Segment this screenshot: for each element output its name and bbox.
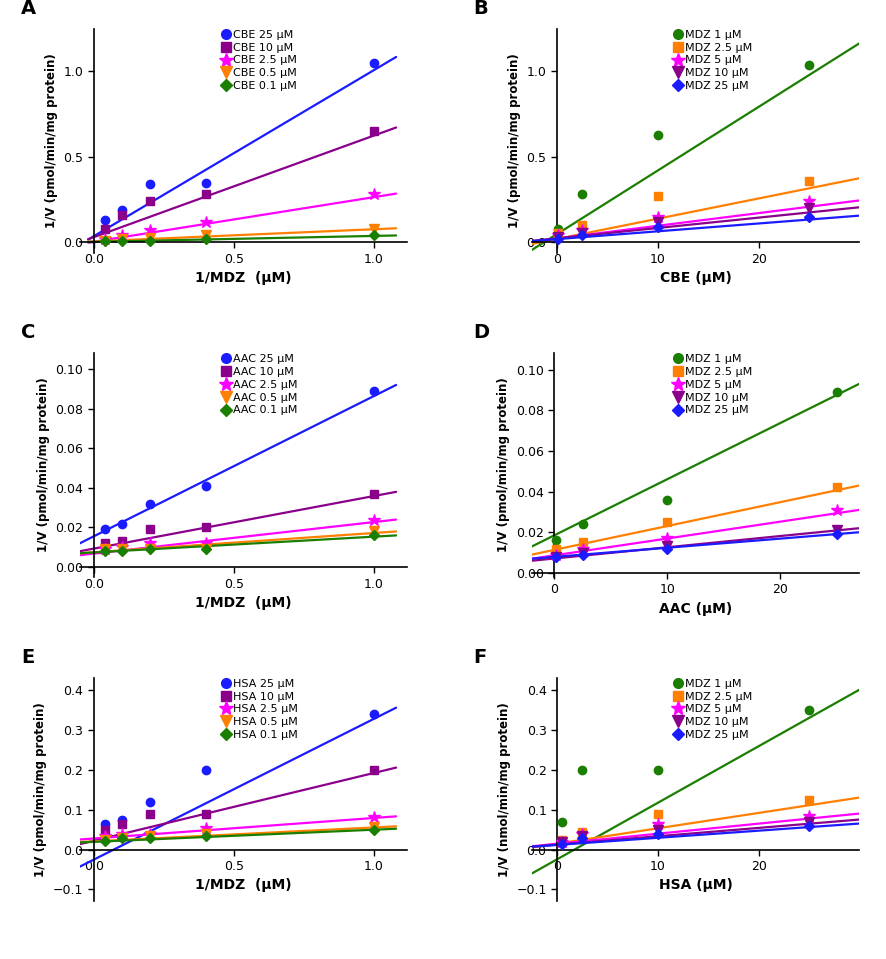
Y-axis label: 1/V (nmol/min/mg protein): 1/V (nmol/min/mg protein)	[498, 702, 510, 877]
Y-axis label: 1/V (pmol/min/mg protein): 1/V (pmol/min/mg protein)	[497, 378, 510, 552]
X-axis label: 1/MDZ  (μM): 1/MDZ (μM)	[195, 596, 291, 610]
Y-axis label: 1/V (pmol/min/mg protein): 1/V (pmol/min/mg protein)	[45, 54, 58, 228]
Legend: AAC 25 μM, AAC 10 μM, AAC 2.5 μM, AAC 0.5 μM, AAC 0.1 μM: AAC 25 μM, AAC 10 μM, AAC 2.5 μM, AAC 0.…	[223, 354, 298, 415]
Text: E: E	[20, 647, 34, 667]
Text: B: B	[473, 0, 487, 17]
Text: A: A	[20, 0, 36, 17]
Text: D: D	[473, 323, 489, 342]
Y-axis label: 1/V (pmol/min/mg protein): 1/V (pmol/min/mg protein)	[36, 378, 50, 552]
Legend: MDZ 1 μM, MDZ 2.5 μM, MDZ 5 μM, MDZ 10 μM, MDZ 25 μM: MDZ 1 μM, MDZ 2.5 μM, MDZ 5 μM, MDZ 10 μ…	[675, 30, 752, 91]
Legend: MDZ 1 μM, MDZ 2.5 μM, MDZ 5 μM, MDZ 10 μM, MDZ 25 μM: MDZ 1 μM, MDZ 2.5 μM, MDZ 5 μM, MDZ 10 μ…	[675, 679, 752, 740]
Text: C: C	[20, 323, 35, 342]
X-axis label: 1/MDZ  (μM): 1/MDZ (μM)	[195, 878, 291, 893]
Legend: MDZ 1 μM, MDZ 2.5 μM, MDZ 5 μM, MDZ 10 μM, MDZ 25 μM: MDZ 1 μM, MDZ 2.5 μM, MDZ 5 μM, MDZ 10 μ…	[675, 354, 752, 415]
Text: F: F	[473, 647, 486, 667]
X-axis label: CBE (μM): CBE (μM)	[660, 271, 732, 285]
Y-axis label: 1/V (pmol/min/mg protein): 1/V (pmol/min/mg protein)	[508, 54, 521, 228]
X-axis label: AAC (μM): AAC (μM)	[659, 602, 732, 616]
X-axis label: 1/MDZ  (μM): 1/MDZ (μM)	[195, 271, 291, 285]
Legend: HSA 25 μM, HSA 10 μM, HSA 2.5 μM, HSA 0.5 μM, HSA 0.1 μM: HSA 25 μM, HSA 10 μM, HSA 2.5 μM, HSA 0.…	[223, 679, 298, 740]
Legend: CBE 25 μM, CBE 10 μM, CBE 2.5 μM, CBE 0.5 μM, CBE 0.1 μM: CBE 25 μM, CBE 10 μM, CBE 2.5 μM, CBE 0.…	[223, 30, 297, 91]
X-axis label: HSA (μM): HSA (μM)	[658, 878, 733, 893]
Y-axis label: 1/V (pmol/min/mg protein): 1/V (pmol/min/mg protein)	[35, 702, 47, 877]
